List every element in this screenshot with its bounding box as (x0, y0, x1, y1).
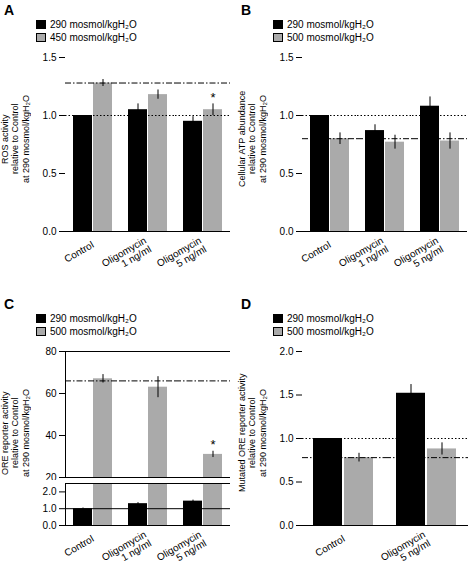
html-text:C: C (4, 296, 15, 312)
html-text:450 mosmol/kgH₂O: 450 mosmol/kgH₂O (50, 32, 137, 43)
svg-text:1.0: 1.0 (280, 110, 294, 121)
svg-text:20: 20 (45, 472, 57, 480)
svg-text:Control: Control (299, 239, 332, 265)
svg-text:40: 40 (45, 430, 57, 441)
svg-text:1.5: 1.5 (280, 52, 294, 63)
html-text:500 mosmol/kgH₂O: 500 mosmol/kgH₂O (50, 326, 137, 337)
svg-text:0.5: 0.5 (280, 168, 294, 179)
svg-text:2.0: 2.0 (43, 486, 57, 497)
html-text:290 mosmol/kgH₂O: 290 mosmol/kgH₂O (50, 313, 137, 324)
svg-text:Oligomycin5 ng/ml: Oligomycin5 ng/ml (392, 235, 445, 278)
html-text:D: D (241, 296, 252, 312)
svg-text:0.0: 0.0 (43, 520, 57, 531)
svg-text:1.5: 1.5 (280, 389, 294, 400)
svg-text:1.0: 1.0 (43, 110, 57, 121)
svg-text:2.0: 2.0 (280, 346, 294, 357)
svg-text:0.5: 0.5 (280, 476, 294, 487)
svg-text:Control: Control (62, 533, 95, 559)
svg-text:Control: Control (313, 533, 346, 559)
svg-text:*: * (210, 437, 215, 452)
svg-text:0.0: 0.0 (43, 226, 57, 237)
svg-text:Oligomycin1 ng/ml: Oligomycin1 ng/ml (337, 235, 390, 278)
html-text:Mutated ORE reporter activity: Mutated ORE reporter activity relative t… (237, 373, 268, 493)
html-text:290 mosmol/kgH₂O: 290 mosmol/kgH₂O (287, 313, 374, 324)
svg-text:Control: Control (62, 239, 95, 265)
html-text:Cellular ATP abundance relativ: Cellular ATP abundance relative to Contr… (237, 90, 268, 188)
html-text:290 mosmol/kgH₂O: 290 mosmol/kgH₂O (50, 19, 137, 30)
html-text:ORE reporter activity relative: ORE reporter activity relative to Contro… (0, 389, 31, 477)
svg-text:0.0: 0.0 (280, 520, 294, 531)
svg-text:60: 60 (45, 388, 57, 399)
html-text:500 mosmol/kgH₂O: 500 mosmol/kgH₂O (287, 32, 374, 43)
html-text:ROS activity relative to Contr: ROS activity relative to Control at 290 … (0, 95, 31, 183)
svg-text:Oligomycin5 ng/ml: Oligomycin5 ng/ml (379, 529, 432, 572)
svg-text:Oligomycin5 ng/ml: Oligomycin5 ng/ml (155, 235, 208, 278)
svg-text:Oligomycin1 ng/ml: Oligomycin1 ng/ml (100, 529, 153, 572)
svg-text:1.5: 1.5 (43, 52, 57, 63)
svg-text:0.0: 0.0 (280, 226, 294, 237)
svg-text:Oligomycin1 ng/ml: Oligomycin1 ng/ml (100, 235, 153, 278)
svg-text:80: 80 (45, 346, 57, 357)
html-text:A: A (4, 2, 15, 18)
svg-text:*: * (210, 90, 215, 105)
svg-text:1.0: 1.0 (280, 433, 294, 444)
svg-text:0.5: 0.5 (43, 168, 57, 179)
html-text:500 mosmol/kgH₂O: 500 mosmol/kgH₂O (287, 326, 374, 337)
svg-text:1.0: 1.0 (43, 503, 57, 514)
html-text:290 mosmol/kgH₂O: 290 mosmol/kgH₂O (287, 19, 374, 30)
html-text:B: B (241, 2, 252, 18)
svg-text:Oligomycin5 ng/ml: Oligomycin5 ng/ml (155, 529, 208, 572)
